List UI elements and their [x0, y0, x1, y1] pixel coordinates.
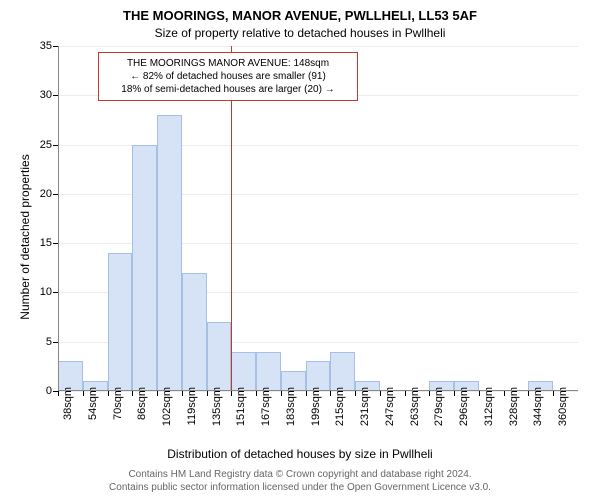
x-tick-label: 263sqm	[409, 387, 421, 426]
x-tick-label: 247sqm	[384, 387, 396, 426]
footnote-line1: Contains HM Land Registry data © Crown c…	[0, 468, 600, 481]
histogram-bar	[207, 322, 232, 391]
x-tick-mark	[132, 391, 133, 396]
x-tick-label: 167sqm	[260, 387, 272, 426]
x-tick-mark	[553, 391, 554, 396]
x-tick-mark	[528, 391, 529, 396]
histogram-bar	[256, 352, 281, 391]
x-tick-mark	[454, 391, 455, 396]
x-tick-label: 296sqm	[458, 387, 470, 426]
container: THE MOORINGS, MANOR AVENUE, PWLLHELI, LL…	[0, 0, 600, 500]
histogram-bar	[182, 273, 207, 391]
x-tick-mark	[330, 391, 331, 396]
footnote-line2: Contains public sector information licen…	[0, 481, 600, 494]
x-tick-label: 360sqm	[557, 387, 569, 426]
x-tick-mark	[207, 391, 208, 396]
x-tick-label: 199sqm	[310, 387, 322, 426]
x-axis-label: Distribution of detached houses by size …	[0, 447, 600, 461]
x-tick-label: 54sqm	[87, 387, 99, 420]
x-tick-mark	[405, 391, 406, 396]
x-tick-label: 344sqm	[532, 387, 544, 426]
grid-line	[58, 46, 578, 47]
histogram-bar	[157, 115, 182, 391]
x-tick-mark	[182, 391, 183, 396]
x-tick-mark	[429, 391, 430, 396]
chart-subtitle: Size of property relative to detached ho…	[0, 26, 600, 40]
x-tick-mark	[306, 391, 307, 396]
annotation-line: ← 82% of detached houses are smaller (91…	[105, 70, 351, 83]
x-tick-label: 102sqm	[161, 387, 173, 426]
annotation-line: THE MOORINGS MANOR AVENUE: 148sqm	[105, 57, 351, 70]
x-tick-mark	[355, 391, 356, 396]
x-axis-line	[58, 390, 578, 391]
plot-area: 0510152025303538sqm54sqm70sqm86sqm102sqm…	[58, 46, 578, 391]
x-tick-label: 279sqm	[433, 387, 445, 426]
histogram-bar	[132, 145, 157, 391]
histogram-bar	[108, 253, 133, 391]
x-tick-label: 86sqm	[136, 387, 148, 420]
y-axis-label: Number of detached properties	[18, 127, 32, 347]
x-tick-mark	[231, 391, 232, 396]
x-tick-mark	[256, 391, 257, 396]
x-tick-mark	[157, 391, 158, 396]
histogram-bar	[231, 352, 256, 391]
x-tick-mark	[83, 391, 84, 396]
x-tick-mark	[504, 391, 505, 396]
x-tick-label: 231sqm	[359, 387, 371, 426]
x-tick-label: 38sqm	[62, 387, 74, 420]
annotation-box: THE MOORINGS MANOR AVENUE: 148sqm← 82% o…	[98, 52, 358, 101]
footnote: Contains HM Land Registry data © Crown c…	[0, 468, 600, 494]
x-tick-label: 70sqm	[112, 387, 124, 420]
y-axis-line	[58, 46, 59, 391]
x-tick-mark	[108, 391, 109, 396]
x-tick-label: 151sqm	[235, 387, 247, 426]
x-tick-label: 119sqm	[186, 387, 198, 425]
x-tick-mark	[380, 391, 381, 396]
annotation-line: 18% of semi-detached houses are larger (…	[105, 83, 351, 96]
x-tick-label: 183sqm	[285, 387, 297, 426]
x-tick-mark	[479, 391, 480, 396]
x-tick-label: 215sqm	[334, 387, 346, 426]
histogram-bar	[330, 352, 355, 391]
x-tick-label: 312sqm	[483, 387, 495, 426]
x-tick-mark	[281, 391, 282, 396]
chart-title: THE MOORINGS, MANOR AVENUE, PWLLHELI, LL…	[0, 8, 600, 23]
x-tick-label: 328sqm	[508, 387, 520, 426]
x-tick-mark	[58, 391, 59, 396]
x-tick-label: 135sqm	[211, 387, 223, 426]
